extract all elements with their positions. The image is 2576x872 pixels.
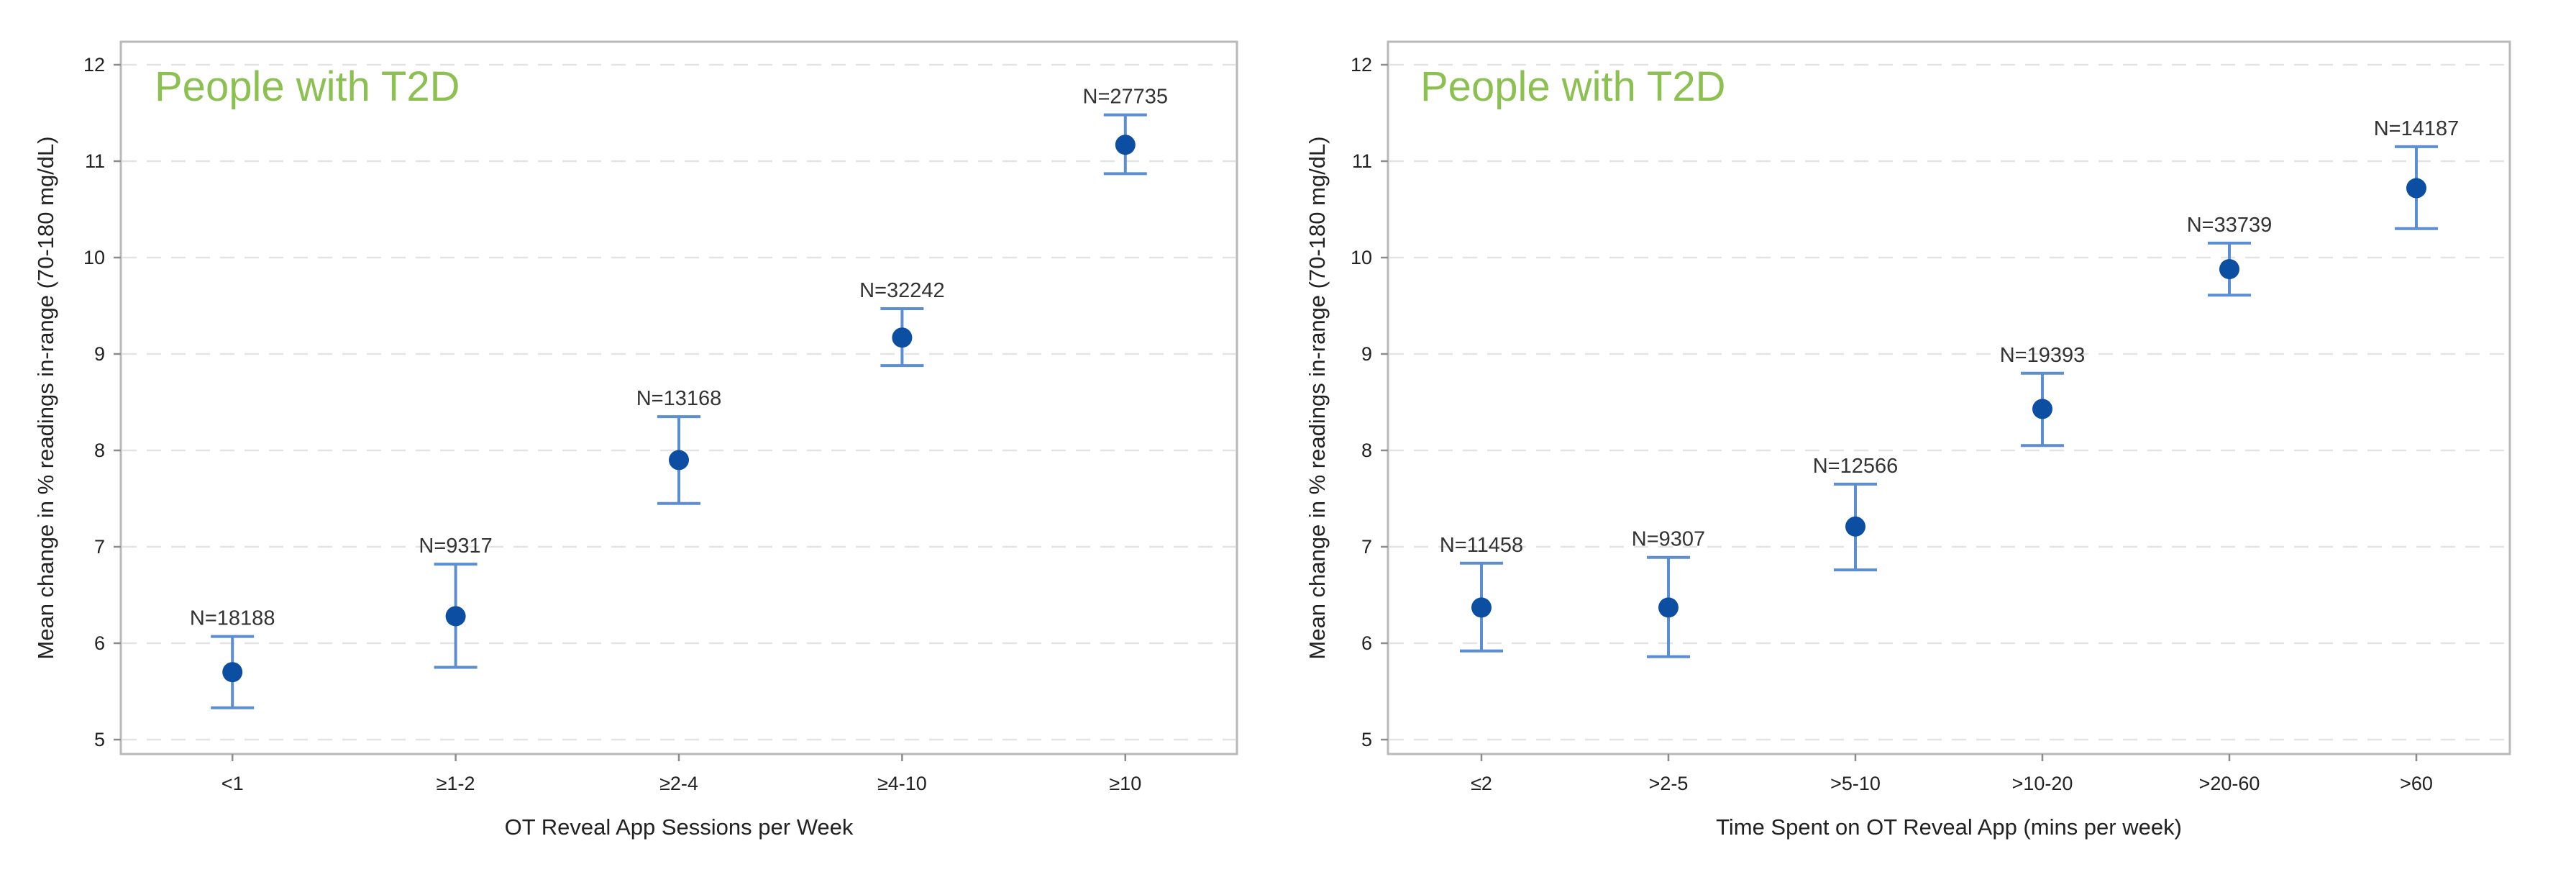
y-tick-label: 7 (94, 536, 105, 558)
y-tick-label: 9 (94, 343, 105, 365)
x-tick-label: ≥4-10 (877, 773, 927, 794)
x-axis-label: Time Spent on OT Reveal App (mins per we… (1716, 814, 2182, 840)
x-tick-label: ≥1-2 (437, 773, 475, 794)
sample-size-label: N=11458 (1440, 534, 1523, 557)
sample-size-label: N=19393 (2000, 344, 2086, 367)
sample-size-label: N=13168 (636, 387, 722, 410)
y-tick-label: 5 (94, 729, 105, 750)
y-tick-label: 8 (1361, 440, 1372, 461)
x-tick-label: >60 (2400, 773, 2433, 794)
x-tick-label: >20-60 (2199, 773, 2260, 794)
y-tick-label: 10 (1351, 247, 1372, 268)
mean-point (892, 327, 913, 348)
y-tick-label: 12 (1351, 54, 1372, 76)
mean-point (2032, 399, 2052, 419)
y-axis-label: Mean change in % readings in-range (70-1… (33, 136, 58, 659)
mean-point (1471, 597, 1492, 618)
y-tick-label: 11 (85, 150, 105, 172)
mean-point (1845, 516, 1865, 537)
chart-subtitle: People with T2D (155, 63, 460, 110)
x-axis-label: OT Reveal App Sessions per Week (505, 814, 854, 840)
mean-point (445, 606, 466, 627)
x-tick-label: >10-20 (2012, 773, 2073, 794)
x-tick-label: ≤2 (1471, 773, 1492, 794)
sample-size-label: N=33739 (2187, 214, 2273, 237)
y-tick-label: 6 (94, 632, 105, 654)
sample-size-label: N=18188 (190, 607, 275, 630)
sample-size-label: N=12566 (1813, 455, 1899, 478)
chart-time-spent: 5 6 7 8 9 10 11 12 ≤2 N=11458 >2-5 N=9307 >5-10 N=125… (1305, 40, 2511, 840)
sample-size-label: N=32242 (859, 279, 945, 302)
sample-size-label: N=14187 (2374, 117, 2459, 140)
y-tick-label: 6 (1361, 632, 1372, 654)
chart-panel-sessions: 5 6 7 8 9 10 11 12 <1 N=18188 ≥1-2 N=9317 ≥2-4 N=1316… (0, 0, 1266, 872)
y-tick-label: 9 (1361, 343, 1372, 365)
mean-point (1115, 135, 1136, 155)
chart-subtitle: People with T2D (1420, 63, 1726, 110)
mean-point (222, 662, 243, 683)
chart-panel-time-spent: 5 6 7 8 9 10 11 12 ≤2 N=11458 >2-5 N=9307 >5-10 N=125… (1280, 0, 2560, 872)
y-tick-label: 10 (83, 247, 105, 268)
x-tick-label: <1 (221, 773, 244, 794)
x-tick-label: >5-10 (1830, 773, 1881, 794)
chart-sessions-per-week: 5 6 7 8 9 10 11 12 <1 N=18188 ≥1-2 N=9317 ≥2-4 N=1316… (33, 40, 1238, 840)
mean-point (1658, 597, 1678, 618)
mean-point (669, 450, 689, 471)
mean-point (2406, 178, 2426, 199)
y-tick-label: 8 (94, 440, 105, 461)
y-tick-label: 11 (1352, 150, 1372, 172)
sample-size-label: N=27735 (1083, 86, 1169, 109)
x-tick-label: ≥2-4 (659, 773, 698, 794)
y-tick-label: 5 (1361, 729, 1372, 750)
y-tick-label: 12 (83, 54, 105, 76)
mean-point (2219, 259, 2239, 280)
y-axis-label: Mean change in % readings in-range (70-1… (1305, 136, 1330, 659)
plot-frame (1387, 40, 2511, 755)
sample-size-label: N=9307 (1632, 528, 1705, 551)
x-tick-label: ≥10 (1109, 773, 1141, 794)
x-tick-label: >2-5 (1649, 773, 1689, 794)
sample-size-label: N=9317 (419, 535, 492, 558)
y-tick-label: 7 (1361, 536, 1372, 558)
